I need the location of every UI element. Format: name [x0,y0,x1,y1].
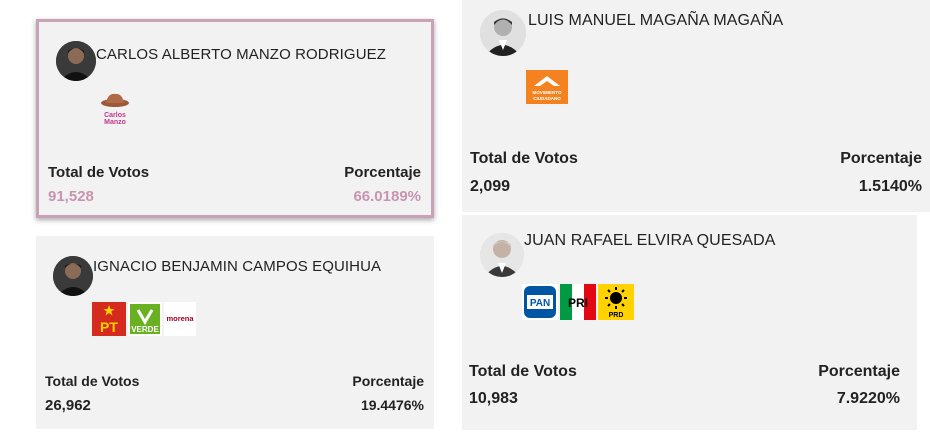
votes-value: 10,983 [469,390,518,407]
logo-text: PRD [609,312,624,319]
candidate-avatar [480,233,524,277]
logo-text: PAN [530,298,550,309]
candidate-card-manzo[interactable]: CARLOS ALBERTO MANZO RODRIGUEZ Carlos Ma… [36,19,434,218]
candidate-name: JUAN RAFAEL ELVIRA QUESADA [524,232,776,249]
logo-text: VERDE [131,325,159,334]
candidate-card-magana[interactable]: LUIS MANUEL MAGAÑA MAGAÑA MOVIMIENTO CIU… [462,0,930,212]
logo-text-line1: MOVIMIENTO [533,90,562,95]
candidate-name: IGNACIO BENJAMIN CAMPOS EQUIHUA [93,258,382,275]
logo-text-line2: Manzo [104,119,126,126]
party-logo-pan: PAN [522,284,558,320]
pct-value: 66.0189% [353,188,421,205]
votes-label: Total de Votos [48,164,150,181]
logo-text-line1: Carlos [104,112,126,119]
candidate-card-elvira[interactable]: JUAN RAFAEL ELVIRA QUESADA PAN PRI [462,215,917,430]
logo-text: PRI [568,296,588,310]
votes-label: Total de Votos [470,150,578,167]
party-logo-pt: PT [92,302,126,336]
party-logo-verde: VERDE [128,302,162,336]
votes-label: Total de Votos [45,373,140,389]
pct-value: 1.5140% [858,178,922,195]
candidate-avatar [53,256,93,296]
pct-label: Porcentaje [352,373,424,389]
pct-label: Porcentaje [344,164,421,181]
votes-value: 2,099 [470,178,511,195]
pct-value: 7.9220% [836,390,900,407]
party-logo-movimiento-ciudadano: MOVIMIENTO CIUDADANO [526,70,568,104]
votes-value: 91,528 [48,188,94,205]
pct-value: 19.4476% [360,397,424,413]
party-logo-carlos-manzo: Carlos Manzo [99,91,131,127]
candidate-avatar [56,41,96,81]
pct-label: Porcentaje [840,150,922,167]
candidate-name: CARLOS ALBERTO MANZO RODRIGUEZ [96,46,386,63]
party-logo-prd: PRD [598,284,634,320]
candidate-name: LUIS MANUEL MAGAÑA MAGAÑA [528,12,784,29]
candidate-avatar [480,10,526,56]
candidate-card-campos[interactable]: IGNACIO BENJAMIN CAMPOS EQUIHUA PT VERDE… [36,236,434,429]
votes-value: 26,962 [45,397,91,414]
party-logo-morena: morena [164,302,196,336]
pct-label: Porcentaje [818,363,900,380]
logo-text: morena [166,314,194,323]
votes-label: Total de Votos [469,363,577,380]
logo-text: PT [100,319,118,335]
party-logo-pri: PRI [560,284,596,320]
logo-text-line2: CIUDADANO [533,96,561,101]
